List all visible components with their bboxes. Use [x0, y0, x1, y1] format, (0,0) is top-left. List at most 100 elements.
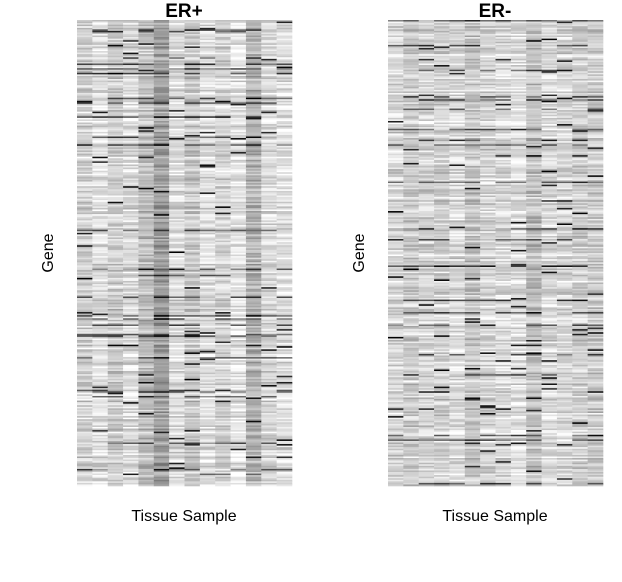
heatmap-cell	[572, 82, 588, 84]
heatmap-cell	[77, 243, 93, 246]
heatmap-cell	[153, 444, 170, 446]
heatmap-cell	[199, 380, 216, 383]
heatmap-cell	[77, 290, 93, 293]
heatmap-cell	[138, 108, 155, 111]
heatmap-cell	[77, 392, 93, 395]
heatmap-cell	[215, 249, 231, 252]
heatmap-cell	[261, 321, 277, 324]
heatmap-cell	[556, 86, 573, 89]
heatmap-cell	[418, 105, 435, 108]
heatmap-cell	[215, 318, 231, 321]
heatmap-cell	[541, 41, 558, 44]
heatmap-cell	[138, 439, 155, 442]
heatmap-cell	[169, 159, 185, 162]
heatmap-cell	[495, 58, 512, 61]
heatmap-cell	[123, 75, 139, 78]
heatmap-cell	[138, 335, 155, 338]
heatmap-cell	[153, 159, 170, 162]
heatmap-cell	[169, 339, 185, 342]
heatmap-cell	[92, 198, 109, 201]
heatmap-cell	[153, 285, 170, 288]
heatmap-cell	[215, 169, 231, 171]
heatmap-cell	[92, 97, 109, 100]
heatmap-cell	[245, 27, 262, 30]
heatmap-cell	[434, 47, 450, 50]
heatmap-cell	[572, 49, 588, 52]
heatmap-cell	[169, 173, 185, 176]
heatmap-cell	[184, 344, 201, 347]
heatmap-cell	[199, 147, 216, 150]
heatmap-cell	[418, 72, 435, 75]
heatmap-cell	[184, 299, 201, 302]
heatmap-cell	[107, 158, 124, 161]
heatmap-cell	[77, 425, 93, 428]
heatmap-cell	[184, 385, 201, 387]
heatmap-cell	[123, 178, 139, 181]
heatmap-cell	[153, 52, 170, 55]
heatmap-cell	[464, 71, 481, 74]
heatmap-cell	[107, 484, 124, 487]
heatmap-cell	[230, 41, 247, 44]
heatmap-cell	[199, 61, 216, 64]
heatmap-cell	[138, 49, 155, 52]
heatmap-cell	[276, 170, 293, 173]
heatmap-cell	[541, 52, 558, 55]
heatmap-cell	[464, 49, 481, 52]
heatmap-cell	[556, 37, 573, 39]
heatmap-cell	[199, 277, 216, 280]
heatmap-cell	[199, 226, 216, 229]
heatmap-cell	[230, 68, 247, 70]
heatmap-cell	[77, 153, 93, 156]
heatmap-cell	[123, 249, 139, 252]
heatmap-cell	[77, 263, 93, 266]
heatmap-cell	[123, 355, 139, 358]
heatmap-cell	[261, 475, 277, 477]
heatmap-cell	[230, 44, 247, 47]
heatmap-cell	[184, 99, 201, 102]
heatmap-cell	[153, 366, 170, 369]
heatmap-cell	[230, 40, 247, 43]
heatmap-cell	[77, 114, 93, 117]
heatmap-cell	[245, 166, 262, 168]
heatmap-cell	[261, 294, 277, 297]
heatmap-cell	[153, 33, 170, 36]
heatmap-cell	[215, 97, 231, 100]
heatmap-cell	[510, 47, 527, 50]
heatmap-cell	[169, 153, 185, 156]
heatmap-cell	[169, 478, 185, 481]
heatmap-cell	[215, 91, 231, 94]
heatmap-cell	[153, 181, 170, 184]
heatmap-cell	[123, 99, 139, 102]
heatmap-cell	[215, 94, 231, 97]
heatmap-cell	[261, 426, 277, 429]
heatmap-cell	[77, 229, 93, 232]
heatmap-cell	[92, 482, 109, 485]
heatmap-cell	[153, 251, 170, 254]
heatmap-cell	[587, 71, 604, 74]
heatmap-cell	[153, 307, 170, 310]
heatmap-cell	[169, 83, 185, 86]
heatmap-cell	[92, 158, 109, 161]
heatmap-cell	[123, 136, 139, 139]
heatmap-cell	[418, 60, 435, 63]
heatmap-cell	[107, 434, 124, 437]
heatmap-cell	[572, 96, 588, 98]
heatmap-cell	[245, 282, 262, 285]
heatmap-cell	[388, 61, 404, 64]
heatmap-cell	[153, 206, 170, 209]
heatmap-cell	[184, 183, 201, 185]
heatmap-cell	[261, 204, 277, 207]
heatmap-cell	[199, 476, 216, 479]
heatmap-cell	[261, 189, 277, 192]
heatmap-cell	[403, 32, 420, 35]
heatmap-cell	[261, 181, 277, 184]
heatmap-cell	[184, 464, 201, 467]
heatmap-cell	[261, 223, 277, 226]
heatmap-cell	[169, 234, 185, 237]
heatmap-cell	[107, 195, 124, 198]
heatmap-cell	[138, 136, 155, 139]
heatmap-cell	[245, 68, 262, 70]
heatmap-cell	[230, 399, 247, 401]
heatmap-cell	[215, 26, 231, 29]
heatmap-cell	[572, 44, 588, 47]
